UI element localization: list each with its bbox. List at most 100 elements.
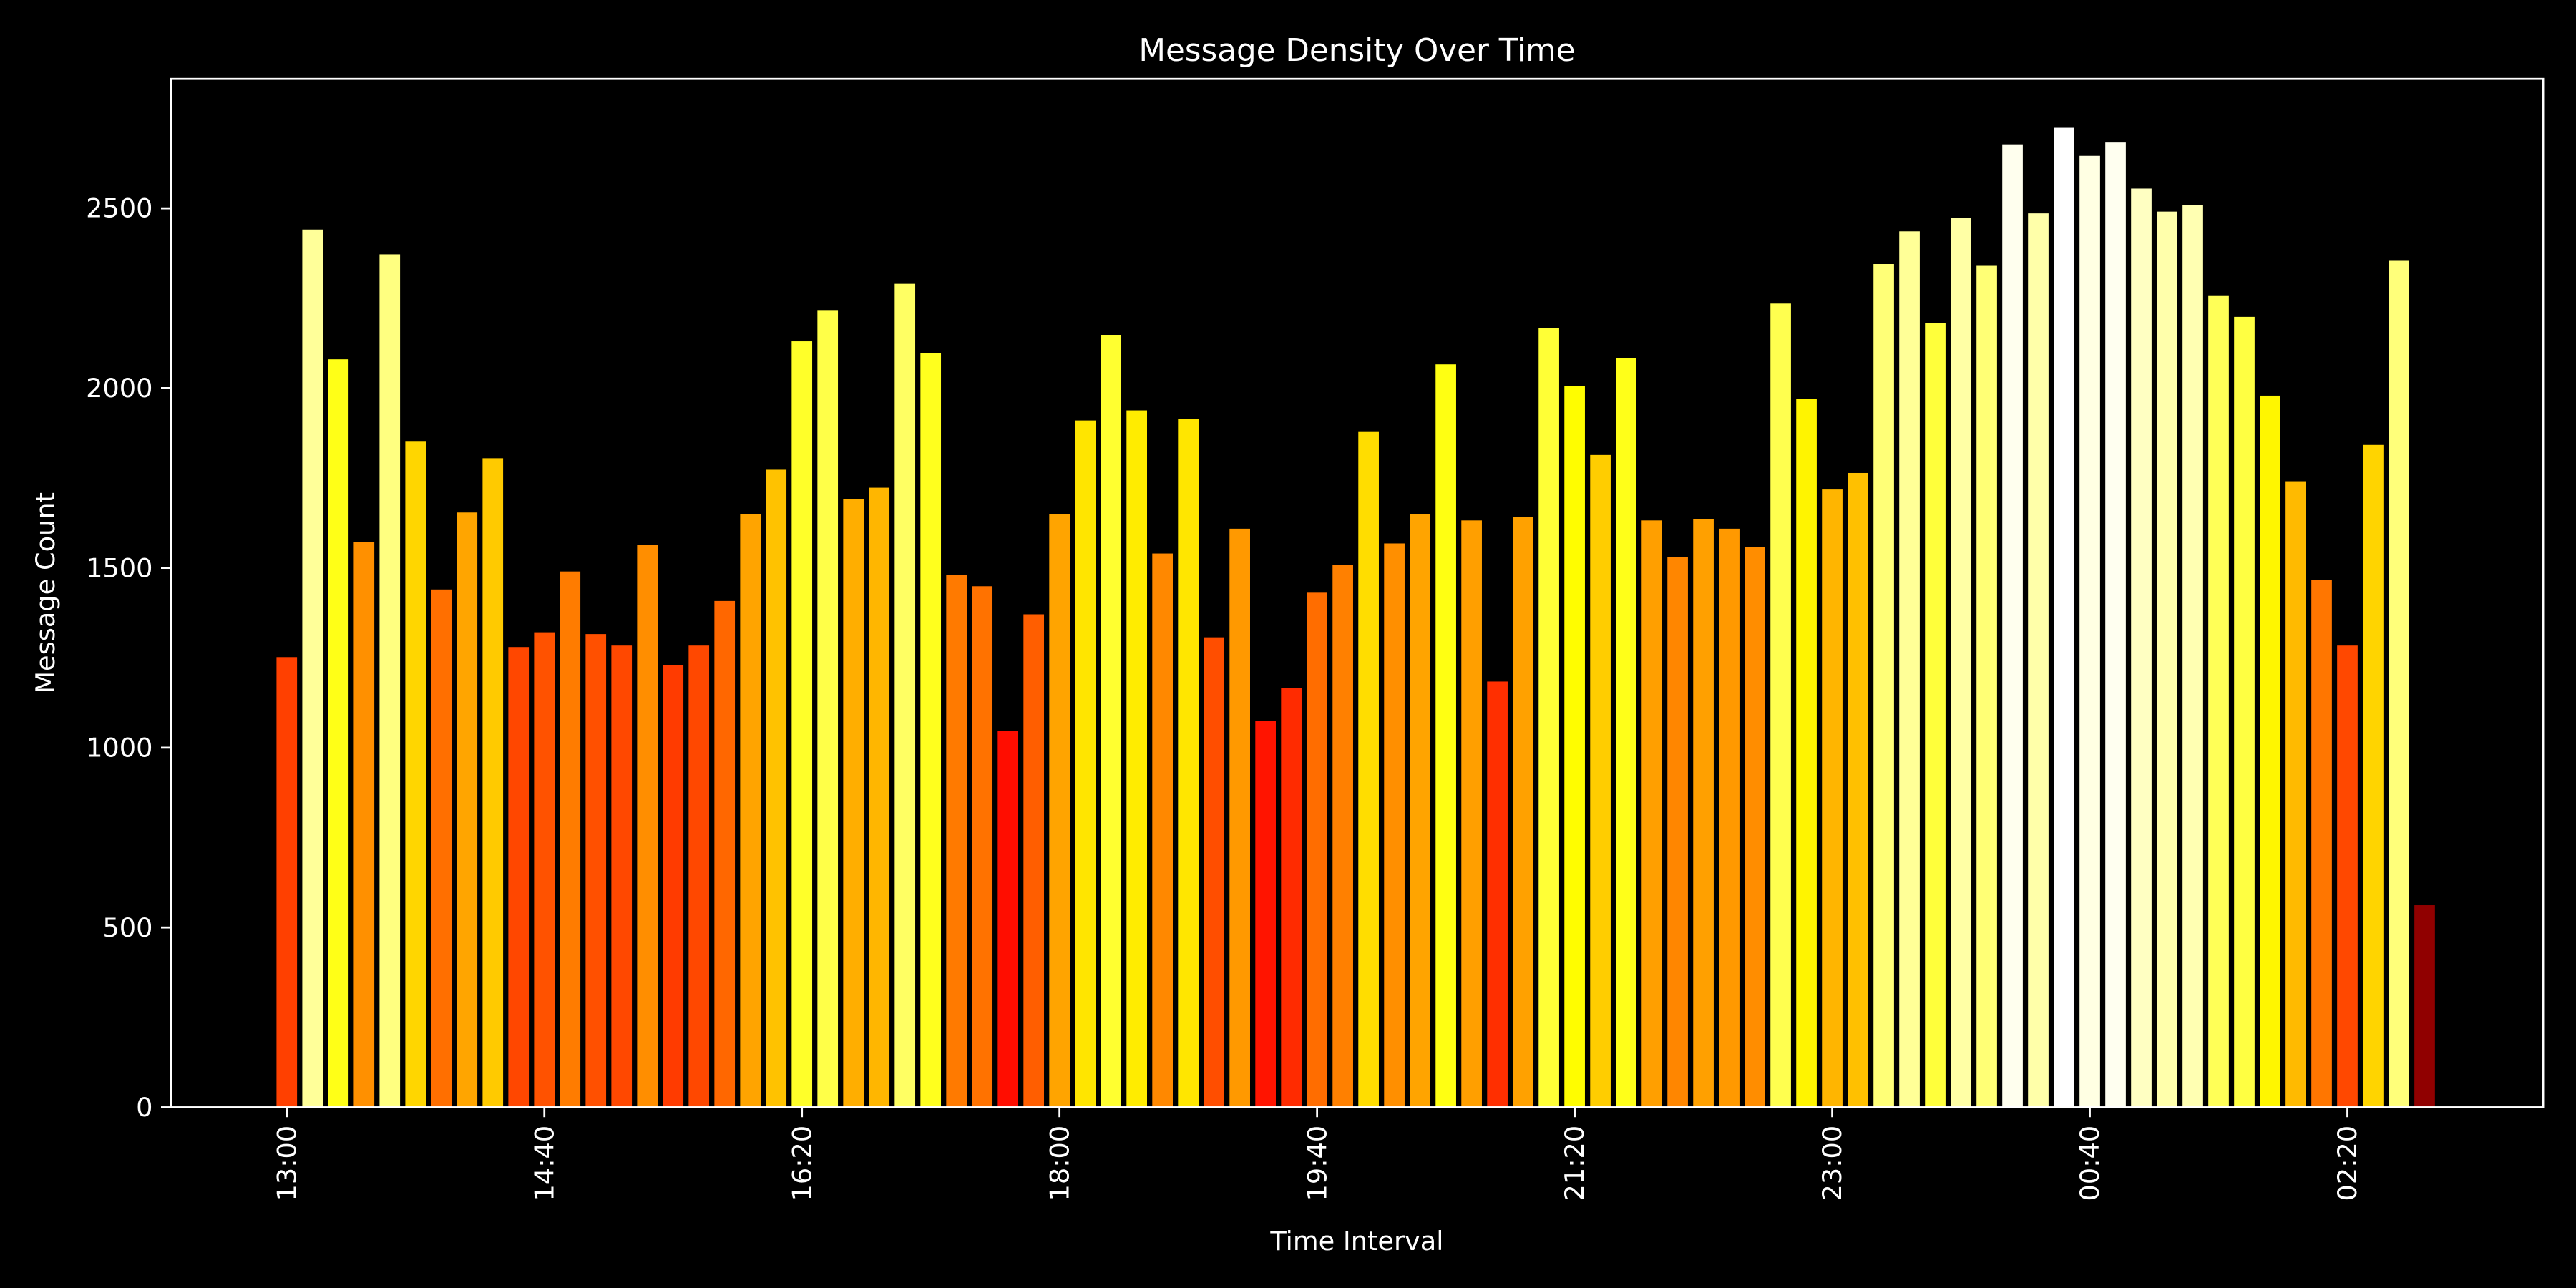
y-tick-label: 2500: [86, 193, 152, 224]
bar: [1487, 681, 1508, 1108]
bar: [1152, 553, 1174, 1108]
bar: [972, 586, 993, 1108]
bar: [353, 542, 375, 1108]
bar: [1822, 489, 1843, 1108]
bar: [276, 657, 298, 1108]
bar: [2311, 580, 2332, 1108]
y-tick-label: 2000: [86, 373, 152, 404]
x-tick-label: 14:40: [529, 1126, 560, 1201]
bar: [431, 589, 452, 1108]
bar: [1178, 419, 1199, 1108]
y-tick-label: 1000: [86, 733, 152, 763]
bar: [1281, 688, 1302, 1108]
x-tick-label: 21:20: [1559, 1126, 1590, 1201]
bar: [1332, 565, 1353, 1108]
bar: [2389, 260, 2409, 1108]
chart-title: Message Density Over Time: [1138, 33, 1575, 69]
bar: [1384, 543, 1405, 1108]
bar: [1641, 520, 1662, 1108]
bar: [869, 487, 890, 1108]
bar: [766, 469, 787, 1108]
x-tick-label: 19:40: [1302, 1126, 1332, 1201]
y-axis-label: Message Count: [30, 492, 61, 694]
bar: [1307, 592, 1327, 1108]
bar: [1126, 410, 1148, 1108]
bar: [2337, 645, 2358, 1108]
bar: [2028, 213, 2049, 1108]
bar: [2157, 211, 2177, 1108]
y-tick-label: 1500: [86, 552, 152, 583]
bar: [328, 359, 349, 1108]
bar: [482, 458, 504, 1108]
x-axis: 13:00 14:40 16:20 18:00 19:40 21:20 23:00 00:40…: [271, 1107, 2363, 1201]
bar: [405, 441, 426, 1108]
bar: [1667, 557, 1688, 1108]
bar: [611, 645, 633, 1108]
x-tick-label: 23:00: [1817, 1126, 1848, 1201]
bar: [2131, 188, 2152, 1108]
bar: [1616, 358, 1636, 1108]
bar: [1204, 637, 1224, 1108]
bar: [560, 571, 581, 1108]
x-tick-label: 02:20: [2332, 1126, 2363, 1201]
bar: [688, 645, 710, 1108]
bar: [843, 499, 864, 1108]
bar: [1976, 265, 1997, 1108]
bar: [1693, 519, 1714, 1108]
x-tick-label: 00:40: [2074, 1126, 2105, 1201]
bar: [740, 514, 761, 1108]
y-tick-label: 0: [136, 1092, 152, 1123]
bar: [1461, 520, 1482, 1108]
bar: [508, 647, 530, 1108]
x-tick-label: 18:00: [1044, 1126, 1075, 1201]
bar: [1075, 420, 1096, 1108]
bar: [894, 283, 916, 1108]
bar: [2208, 295, 2229, 1108]
bar: [1538, 328, 1559, 1108]
bar: [302, 229, 323, 1108]
bar: [1719, 528, 1740, 1108]
bar: [791, 341, 813, 1108]
bar: [1513, 517, 1533, 1108]
bar: [2182, 205, 2203, 1108]
bar: [1255, 721, 1276, 1108]
bar: [637, 545, 658, 1108]
bar: [1590, 454, 1611, 1108]
bar: [457, 512, 478, 1108]
bar: [2414, 905, 2435, 1108]
bar: [1358, 431, 1379, 1108]
bar: [1951, 218, 1971, 1108]
bar: [1925, 323, 1946, 1108]
bar: [1023, 614, 1045, 1108]
bar: [2002, 144, 2023, 1108]
bar: [1848, 472, 1868, 1108]
bar: [1049, 514, 1070, 1108]
bar: [1564, 386, 1585, 1108]
bar: [1229, 528, 1250, 1108]
bar: [2079, 155, 2100, 1108]
bar: [2285, 481, 2306, 1108]
bar: [1899, 231, 1920, 1108]
bars: [276, 127, 2435, 1108]
bar: [997, 731, 1019, 1108]
plot-frame: [170, 77, 2545, 1108]
bar: [1796, 399, 1817, 1108]
bar: [946, 575, 967, 1108]
bar: [1435, 364, 1456, 1108]
bar: [1745, 547, 1765, 1108]
bar: [817, 310, 839, 1108]
x-tick-label: 13:00: [271, 1126, 302, 1201]
bar: [714, 600, 736, 1108]
bar: [534, 632, 555, 1108]
x-tick-label: 16:20: [786, 1126, 817, 1201]
bar: [2054, 127, 2074, 1108]
bar: [2363, 444, 2384, 1108]
bar: [2234, 316, 2255, 1108]
bar: [1873, 264, 1894, 1108]
bar: [2105, 142, 2126, 1108]
y-tick-label: 500: [102, 912, 152, 943]
bar: [585, 634, 607, 1108]
bar: [1410, 514, 1430, 1108]
x-axis-label: Time Interval: [1269, 1226, 1443, 1257]
